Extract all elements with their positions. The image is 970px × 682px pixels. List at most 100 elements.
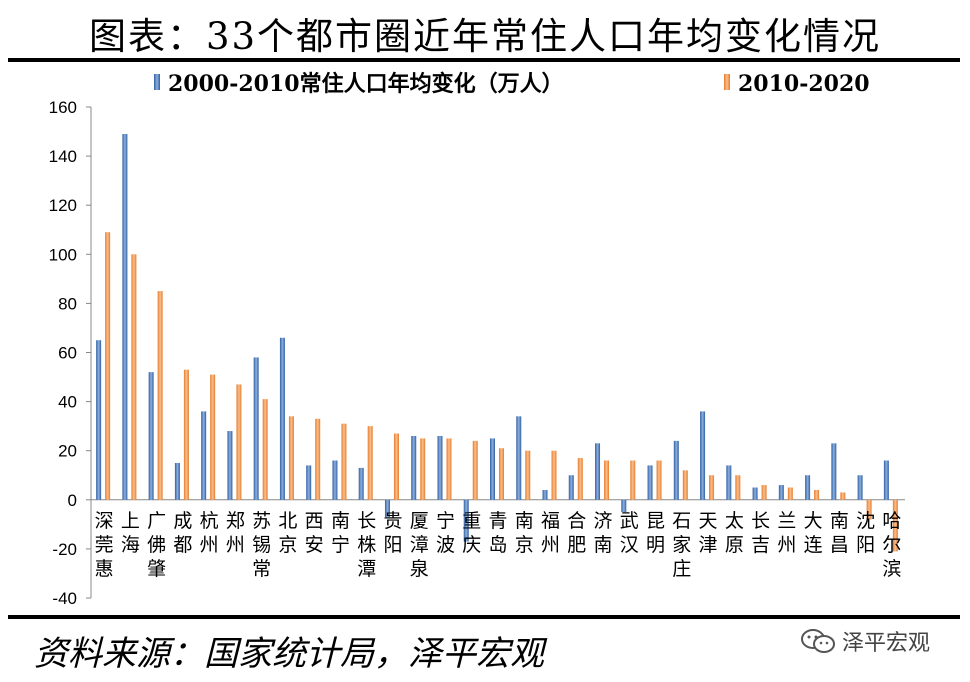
bar-series1: [883, 460, 889, 500]
x-tick-label: 都: [173, 534, 192, 556]
x-tick-label: 庄: [672, 558, 691, 580]
x-tick-label: 深: [95, 510, 114, 532]
y-tick-label: 60: [58, 344, 77, 363]
x-tick-label: 岛: [488, 534, 507, 556]
x-tick-label: 南: [515, 510, 534, 532]
x-tick-label: 太: [725, 510, 744, 532]
x-tick-label: 锡: [252, 534, 271, 556]
x-tick-label: 广: [147, 510, 166, 532]
x-tick-label: 州: [541, 534, 560, 556]
bar-series2: [236, 384, 242, 500]
bar-series2: [840, 492, 846, 500]
x-tick-label: 连: [804, 534, 823, 556]
watermark-label: 泽平宏观: [842, 631, 931, 656]
bar-series1: [542, 489, 548, 500]
x-tick-label: 明: [646, 534, 665, 556]
x-tick-label: 昌: [830, 534, 849, 556]
x-tick-label: 大: [804, 510, 823, 532]
bar-series1: [647, 465, 653, 500]
y-tick-label: 160: [49, 98, 77, 117]
x-tick-label: 京: [278, 534, 297, 556]
x-tick-label: 南: [331, 510, 350, 532]
x-tick-label: 合: [567, 510, 586, 532]
bar-series2: [262, 399, 268, 500]
x-tick-label: 波: [436, 534, 455, 556]
x-tick-label: 郑: [226, 510, 245, 532]
bar-series1: [201, 411, 207, 500]
y-tick-label: 40: [58, 393, 77, 412]
bar-series1: [96, 340, 102, 500]
x-tick-label: 石: [672, 510, 691, 532]
x-tick-label: 州: [777, 534, 796, 556]
x-tick-label: 长: [751, 510, 770, 532]
x-tick-label: 家: [672, 534, 691, 556]
x-tick-label: 西: [305, 510, 324, 532]
x-tick-label: 潭: [357, 558, 376, 580]
bar-series1: [437, 435, 443, 500]
x-tick-label: 济: [594, 510, 613, 532]
bar-series2: [787, 487, 793, 500]
bar-series2: [288, 416, 294, 500]
legend-label: 2000-2010常住人口年均变化（万人）: [168, 71, 564, 97]
x-tick-label: 海: [121, 534, 140, 556]
x-tick-label: 宁: [331, 534, 350, 556]
y-tick-label: 80: [58, 294, 77, 313]
x-tick-label: 厦: [410, 510, 429, 532]
bar-series2: [131, 254, 137, 500]
y-tick-label: 0: [68, 491, 77, 510]
bar-series1: [595, 443, 601, 500]
x-tick-label: 上: [121, 510, 140, 532]
bar-series2: [472, 440, 478, 500]
x-tick-label: 汉: [620, 534, 639, 556]
bar-series1: [568, 475, 574, 500]
bar-series2: [892, 499, 898, 552]
bar-series1: [332, 460, 338, 500]
x-tick-label: 原: [725, 534, 744, 556]
x-tick-label: 安: [305, 534, 324, 556]
bar-series2: [814, 489, 820, 500]
x-tick-label: 昆: [646, 510, 665, 532]
x-tick-label: 莞: [95, 534, 114, 556]
x-tick-label: 沈: [856, 510, 875, 532]
bar-series2: [157, 291, 163, 500]
bar-series2: [420, 438, 426, 500]
x-tick-label: 武: [620, 510, 639, 532]
y-tick-label: 140: [49, 147, 77, 166]
x-tick-label: 肥: [567, 534, 586, 556]
bar-series2: [183, 369, 189, 500]
x-tick-label: 阳: [856, 534, 875, 556]
x-tick-label: 天: [699, 510, 718, 532]
x-tick-label: 福: [541, 510, 560, 532]
bar-series2: [105, 232, 111, 500]
bar-series1: [516, 416, 522, 500]
watermark: 泽平宏观: [800, 626, 930, 656]
source-note: 资料来源：国家统计局，泽平宏观: [34, 634, 544, 674]
x-tick-label: 长: [357, 510, 376, 532]
bar-series1: [621, 499, 627, 513]
bar-series1: [411, 435, 417, 500]
y-tick-label: 100: [49, 245, 77, 264]
bar-series1: [700, 411, 706, 500]
bar-series1: [384, 499, 390, 517]
bar-series1: [306, 465, 312, 500]
x-tick-label: 成: [173, 510, 192, 532]
bar-series1: [279, 337, 285, 500]
y-tick-label: -20: [52, 540, 77, 559]
x-tick-label: 兰: [777, 510, 796, 532]
bar-series2: [577, 458, 583, 500]
x-tick-label: 庆: [462, 534, 481, 556]
x-tick-label: 南: [830, 510, 849, 532]
bar-series2: [315, 418, 321, 500]
bar-series2: [682, 470, 688, 500]
bar-series2: [446, 438, 452, 500]
bar-series2: [630, 460, 636, 500]
x-tick-label: 津: [699, 534, 718, 556]
bar-series1: [752, 487, 758, 500]
legend-swatch: [154, 74, 160, 90]
x-tick-label: 北: [278, 510, 297, 532]
bar-series2: [709, 475, 715, 500]
bar-series2: [866, 499, 872, 520]
bottom-rule: [8, 615, 960, 619]
top-rule: [8, 58, 960, 62]
x-tick-label: 贵: [383, 510, 402, 532]
